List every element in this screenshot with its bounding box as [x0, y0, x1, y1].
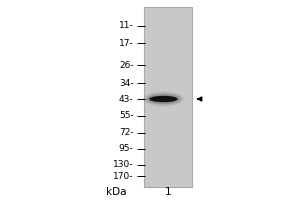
Text: 170-: 170-: [113, 172, 134, 181]
Text: 17-: 17-: [119, 39, 134, 48]
Ellipse shape: [146, 94, 181, 104]
Ellipse shape: [149, 96, 178, 102]
Bar: [144, 7, 192, 187]
Ellipse shape: [143, 92, 184, 106]
Text: 55-: 55-: [119, 111, 134, 120]
Text: kDa: kDa: [106, 187, 126, 197]
Text: 1: 1: [165, 187, 171, 197]
Text: 72-: 72-: [119, 128, 134, 137]
Text: 95-: 95-: [119, 144, 134, 153]
Text: 43-: 43-: [119, 95, 134, 104]
Text: 11-: 11-: [119, 21, 134, 30]
Text: 34-: 34-: [119, 79, 134, 88]
Text: 130-: 130-: [113, 160, 134, 169]
Text: 26-: 26-: [119, 61, 134, 70]
